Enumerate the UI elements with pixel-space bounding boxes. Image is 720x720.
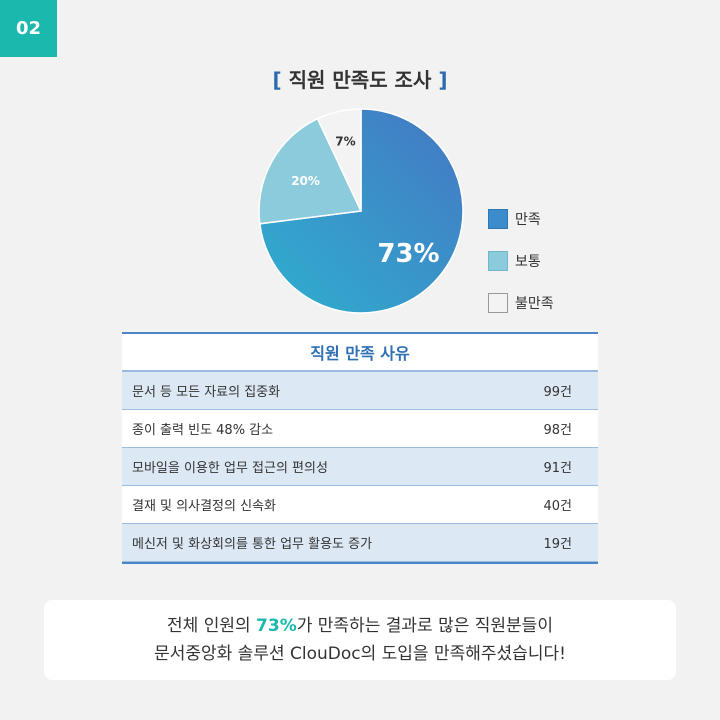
pie-slice-dissatisfied (316, 108, 362, 212)
row-count: 19건 (543, 537, 572, 552)
table-row: 메신저 및 화상회의를 통한 업무 활용도 증가 19건 (122, 523, 598, 562)
pie-slice-neutral (258, 117, 363, 225)
pie-label-neutral: 20% (291, 174, 320, 188)
chart-title: [ 직원 만족도 조사 ] (0, 64, 720, 93)
reasons-table: 직원 만족 사유 문서 등 모든 자료의 집중화 99건 종이 출력 빈도 48… (122, 332, 598, 564)
legend-item-satisfied: 만족 (488, 208, 554, 230)
summary-line-1-post: 가 만족하는 결과로 많은 직원분들이 (296, 616, 553, 636)
summary-box: 전체 인원의 73%가 만족하는 결과로 많은 직원분들이 문서중앙화 솔루션 … (44, 600, 676, 680)
table-row: 결재 및 의사결정의 신속화 40건 (122, 486, 598, 523)
table-row: 모바일을 이용한 업무 접근의 편의성 91건 (122, 447, 598, 486)
pie-label-satisfied: 73% (377, 239, 439, 269)
page-number-badge: 02 (0, 0, 57, 57)
summary-line-2: 문서중앙화 솔루션 ClouDoc의 도입을 만족해주셨습니다! (154, 644, 566, 664)
title-bracket-close: ] (438, 68, 448, 92)
table-row: 문서 등 모든 자료의 집중화 99건 (122, 371, 598, 410)
legend-swatch-satisfied (488, 209, 508, 229)
reasons-table-title: 직원 만족 사유 (122, 334, 598, 371)
title-bracket-open: [ (272, 68, 282, 92)
legend-swatch-dissatisfied (488, 293, 508, 313)
row-reason: 종이 출력 빈도 48% 감소 (132, 423, 274, 438)
row-reason: 결재 및 의사결정의 신속화 (132, 499, 276, 514)
row-reason: 메신저 및 화상회의를 통한 업무 활용도 증가 (132, 537, 373, 552)
table-row: 종이 출력 빈도 48% 감소 98건 (122, 410, 598, 447)
summary-highlight: 73% (256, 616, 297, 636)
row-count: 98건 (543, 423, 572, 438)
legend-label-neutral: 보통 (515, 254, 541, 270)
legend-label-satisfied: 만족 (515, 212, 541, 228)
legend-item-neutral: 보통 (488, 250, 554, 272)
row-reason: 문서 등 모든 자료의 집중화 (132, 385, 281, 400)
row-count: 40건 (543, 499, 572, 514)
summary-line-1-pre: 전체 인원의 (167, 616, 257, 636)
summary-line-1: 전체 인원의 73%가 만족하는 결과로 많은 직원분들이 (167, 612, 553, 640)
legend-swatch-neutral (488, 251, 508, 271)
legend-item-dissatisfied: 불만족 (488, 292, 554, 314)
row-reason: 모바일을 이용한 업무 접근의 편의성 (132, 461, 328, 476)
legend-label-dissatisfied: 불만족 (515, 296, 554, 312)
row-count: 99건 (543, 385, 572, 400)
pie-chart: 73% 20% 7% (258, 108, 464, 314)
chart-legend: 만족 보통 불만족 (488, 208, 554, 334)
pie-label-dissatisfied: 7% (335, 135, 355, 149)
row-count: 91건 (543, 461, 572, 476)
chart-title-text: 직원 만족도 조사 (288, 68, 432, 92)
